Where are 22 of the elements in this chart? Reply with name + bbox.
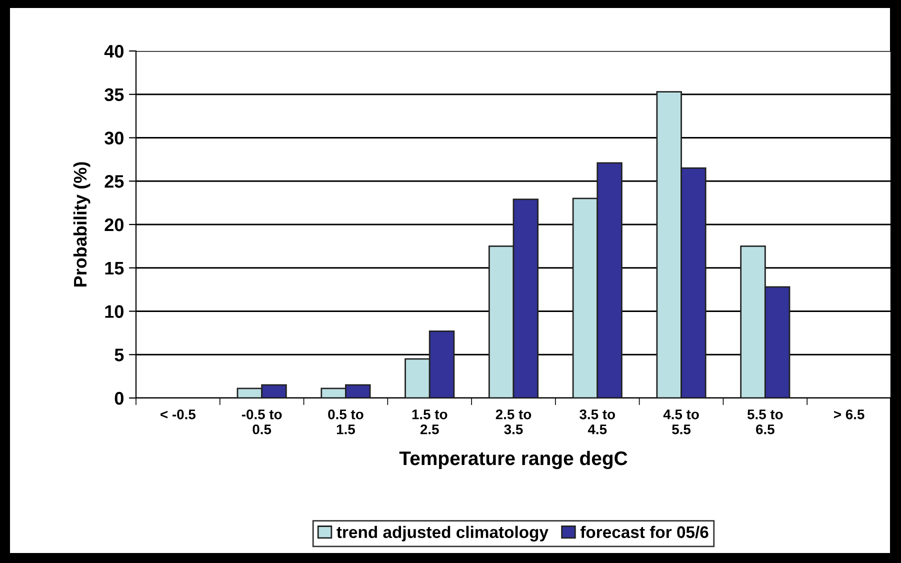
x-tick-label: 1.5 to 2.5	[412, 410, 448, 434]
y-tick-label: 35	[104, 88, 124, 102]
x-tick-label: < -0.5	[160, 409, 196, 420]
x-tick-label: > 6.5	[834, 409, 864, 420]
y-tick-label: 10	[105, 305, 124, 318]
x-tick-label: -0.5 to 0.5	[242, 409, 282, 434]
x-tick-label: 3.5 to 4.5	[580, 409, 615, 434]
y-tick-label: 30	[104, 132, 124, 144]
x-tick-label: 2.5 to 3.5	[496, 409, 532, 434]
legend-label: trend adjusted climatology	[336, 526, 548, 542]
y-tick-label: 20	[104, 218, 124, 232]
x-tick-label: 0.5 to 1.5	[328, 409, 364, 434]
x-tick-label: 5.5 to 6.5	[747, 410, 783, 434]
x-tick-label: 4.5 to 5.5	[663, 410, 699, 434]
legend-label: forecast for 05/6	[580, 526, 708, 538]
y-tick-label: 0	[114, 392, 124, 405]
x-axis-title: Temperature range degC	[399, 450, 628, 470]
y-axis-title: Probability (%)	[73, 162, 90, 286]
y-tick-label: 40	[104, 44, 124, 58]
y-tick-label: 25	[104, 175, 124, 188]
y-tick-label: 5	[114, 348, 124, 362]
y-tick-label: 15	[105, 262, 124, 275]
